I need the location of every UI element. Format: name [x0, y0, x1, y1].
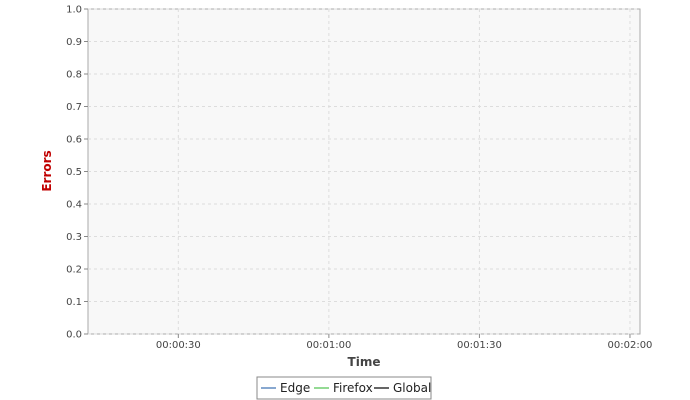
y-axis-ticks: 0.0 0.1 0.2 0.3 0.4 0.5 0.6 0.7 0.8 0.9 1.0 — [66, 5, 88, 341]
y-tick-label: 0.5 — [66, 167, 82, 178]
legend-label-global: Global — [393, 381, 431, 395]
y-tick-label: 0.9 — [66, 37, 82, 48]
y-gridlines — [88, 8, 640, 335]
y-tick-label: 0.2 — [66, 265, 82, 276]
x-tick-label: 00:01:00 — [306, 340, 351, 351]
y-tick-label: 0.3 — [66, 232, 82, 243]
x-tick-label: 00:00:30 — [156, 340, 201, 351]
y-tick-label: 0.1 — [66, 297, 82, 308]
legend-label-firefox: Firefox — [333, 381, 373, 395]
y-tick-label: 0.8 — [66, 70, 82, 81]
y-tick-label: 1.0 — [66, 5, 82, 16]
legend: Edge Firefox Global — [256, 376, 432, 400]
x-axis-ticks: 00:00:30 00:01:00 00:01:30 00:02:00 — [156, 334, 653, 351]
x-gridlines — [177, 9, 631, 334]
y-axis-title: Errors — [40, 150, 54, 191]
legend-box — [256, 376, 432, 400]
y-tick-label: 0.0 — [66, 330, 82, 341]
y-tick-label: 0.4 — [66, 200, 82, 211]
x-axis-title: Time — [348, 355, 381, 369]
legend-label-edge: Edge — [280, 381, 310, 395]
y-tick-label: 0.6 — [66, 135, 82, 146]
x-tick-label: 00:02:00 — [608, 340, 653, 351]
x-tick-label: 00:01:30 — [457, 340, 502, 351]
y-tick-label: 0.7 — [66, 102, 82, 113]
